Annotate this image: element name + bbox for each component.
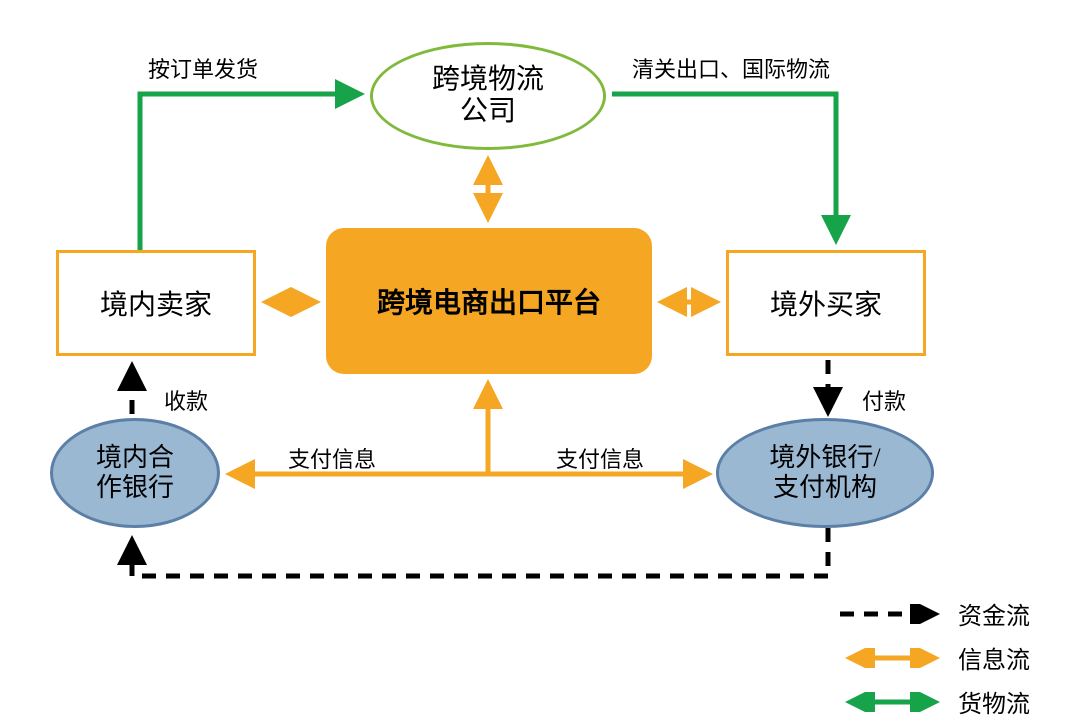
node-platform-label: 跨境电商出口平台 [377, 281, 601, 321]
label-ship-by-order: 按订单发货 [148, 52, 258, 84]
node-domestic-bank-label: 境内合 作银行 [96, 443, 174, 503]
legend-info-flow: 信息流 [840, 640, 1030, 675]
legend-info-flow-label: 信息流 [958, 640, 1030, 675]
node-logistics: 跨境物流 公司 [370, 42, 606, 150]
legend-fund-flow: 资金流 [840, 596, 1030, 631]
legend-fund-flow-label: 资金流 [958, 596, 1030, 631]
label-payment-info-right: 支付信息 [556, 442, 644, 474]
edge-logistics-to-buyer [612, 94, 836, 240]
label-receive: 收款 [164, 384, 208, 416]
node-seller: 境内卖家 [56, 250, 256, 356]
label-customs-export: 清关出口、国际物流 [632, 52, 830, 84]
node-buyer-label: 境外买家 [770, 283, 882, 323]
node-foreign-bank-label: 境外银行/ 支付机构 [769, 443, 880, 503]
legend-goods-flow-label: 货物流 [958, 684, 1030, 719]
label-payment-info-left: 支付信息 [288, 442, 376, 474]
edge-seller-to-logistics [140, 94, 360, 250]
legend-goods-flow: 货物流 [840, 684, 1030, 719]
label-pay: 付款 [862, 384, 906, 416]
node-domestic-bank: 境内合 作银行 [50, 418, 220, 528]
node-platform: 跨境电商出口平台 [326, 228, 652, 374]
node-foreign-bank: 境外银行/ 支付机构 [716, 418, 934, 528]
node-buyer: 境外买家 [726, 250, 926, 356]
node-logistics-label: 跨境物流 公司 [432, 64, 544, 128]
edge-foreign-to-domestic-bank [132, 528, 828, 576]
node-seller-label: 境内卖家 [100, 283, 212, 323]
